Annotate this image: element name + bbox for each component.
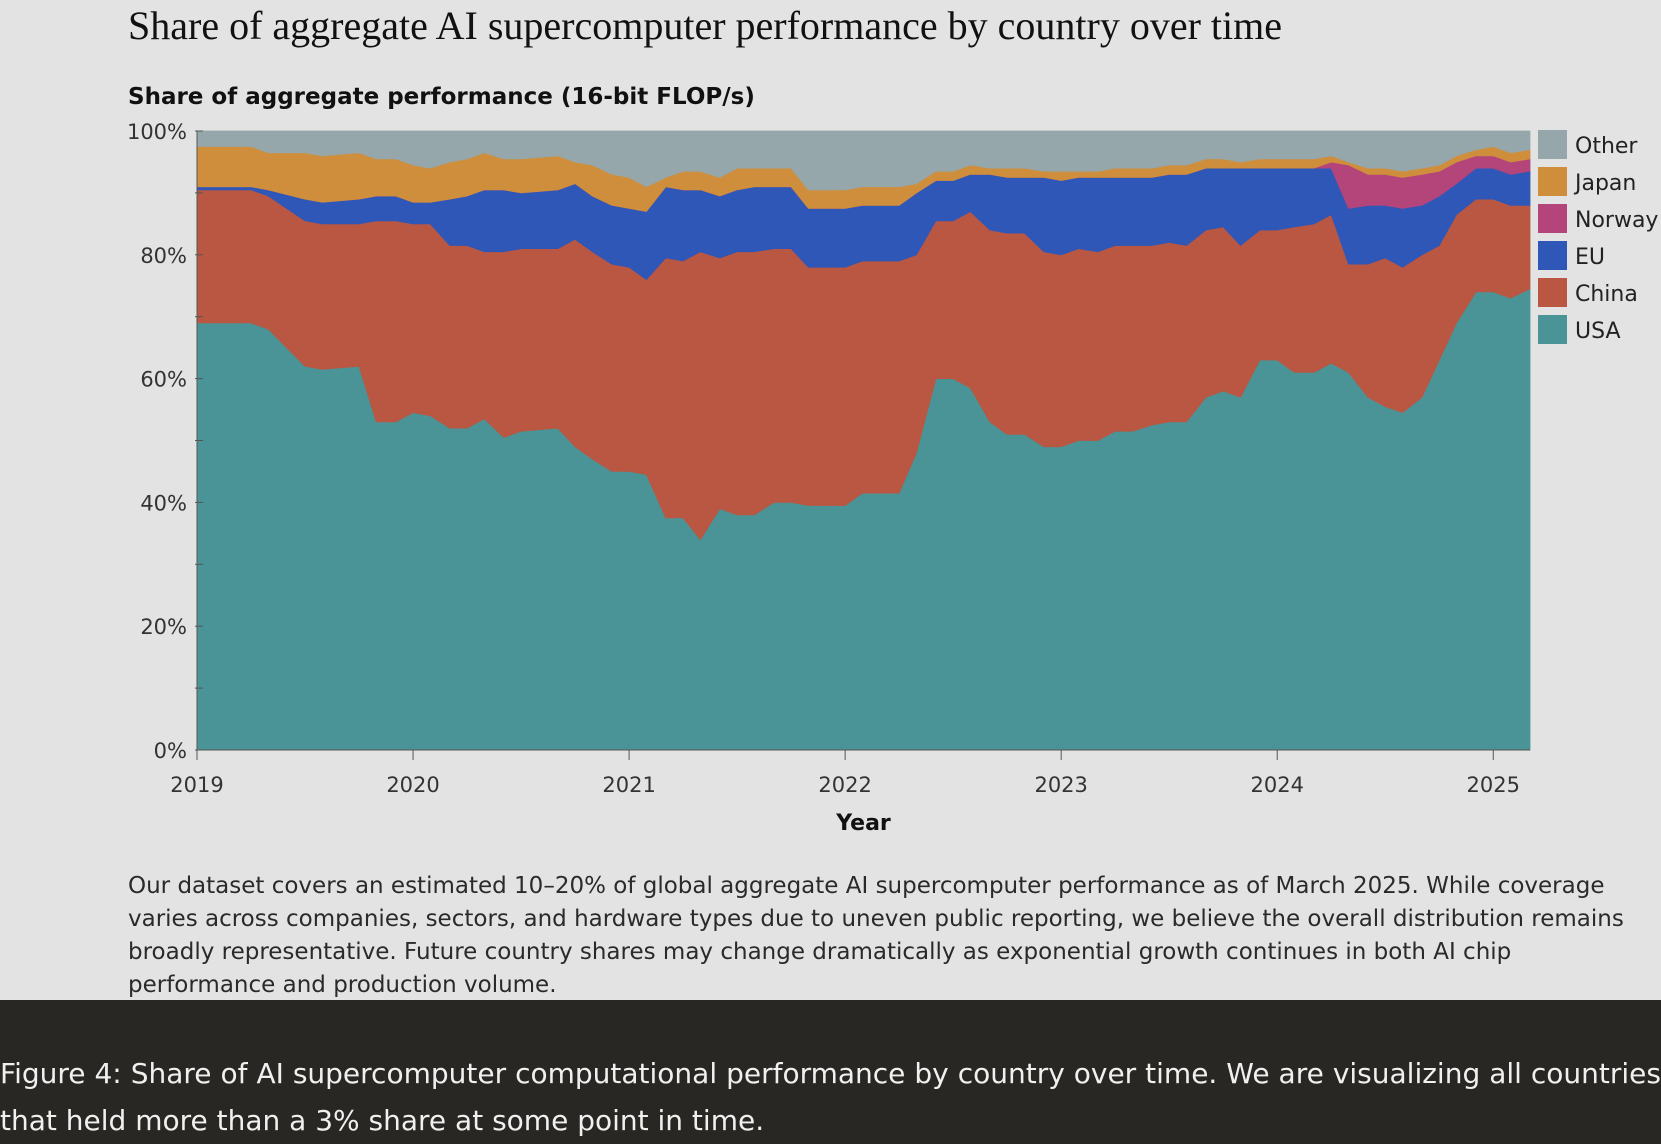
y-tick-label: 80% [140, 244, 187, 268]
y-tick-label: 60% [140, 368, 187, 392]
chart-panel: Share of aggregate AI supercomputer perf… [126, 3, 1659, 998]
x-tick-label: 2022 [818, 773, 871, 797]
legend-label-usa: USA [1575, 319, 1621, 344]
chart-note: Our dataset covers an estimated 10–20% o… [128, 873, 1624, 998]
legend-label-norway: Norway [1575, 208, 1658, 233]
legend-swatch-norway [1538, 204, 1567, 233]
stacked-area-chart: 0% 20% 40% 60% 80% 100% 2019 2020 2021 2022 2023 20… [127, 120, 1659, 836]
legend-swatch-china [1538, 278, 1567, 307]
x-tick-label: 2021 [602, 773, 655, 797]
legend-swatch-other [1538, 130, 1567, 159]
x-tick-label: 2025 [1467, 773, 1520, 797]
x-tick-label: 2023 [1034, 773, 1087, 797]
page-title: Share of aggregate AI supercomputer perf… [128, 3, 1282, 48]
x-axis-label: Year [835, 811, 891, 836]
y-tick-label: 100% [127, 120, 187, 144]
legend-label-eu: EU [1575, 245, 1605, 270]
figure-caption-bar [0, 1000, 1661, 1144]
area-other [196, 130, 1531, 191]
legend-label-other: Other [1575, 134, 1638, 159]
legend-label-china: China [1575, 282, 1638, 307]
y-axis-label: Share of aggregate performance (16-bit F… [128, 84, 755, 110]
legend-swatch-eu [1538, 241, 1567, 270]
legend-swatch-japan [1538, 167, 1567, 196]
legend-label-japan: Japan [1573, 171, 1636, 196]
legend-swatch-usa [1538, 315, 1567, 344]
figure-caption: Figure 4: Share of AI supercomputer comp… [0, 1057, 1661, 1137]
x-tick-label: 2024 [1251, 773, 1304, 797]
y-tick-label: 0% [154, 739, 187, 763]
y-tick-label: 20% [140, 615, 187, 639]
y-tick-label: 40% [140, 491, 187, 515]
x-tick-label: 2020 [386, 773, 439, 797]
x-tick-label: 2019 [170, 773, 223, 797]
